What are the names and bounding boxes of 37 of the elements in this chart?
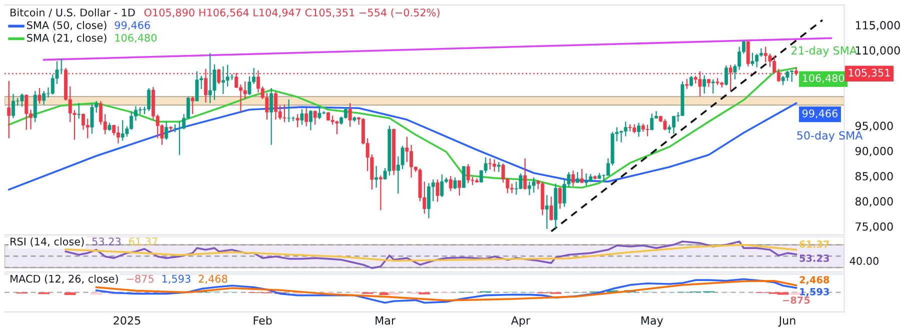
text: 61.37: [129, 238, 158, 246]
y-tick-label: 115,000: [856, 21, 900, 31]
text: 99,466: [114, 21, 150, 30]
data-label: 1,593: [800, 288, 829, 297]
x-tick-label: Apr: [511, 316, 530, 327]
data-label: 106,480: [802, 74, 844, 84]
text: 1,593: [162, 274, 190, 284]
ref-line-label: 105,351: [848, 68, 890, 78]
y-tick-label: 80,000: [855, 197, 893, 207]
x-tick-label: 2025: [114, 316, 140, 325]
data-label: 99,466: [802, 109, 838, 118]
data-label: 53.23: [800, 254, 829, 262]
x-tick-label: Jun: [778, 316, 796, 327]
legend-label: SMA (21, close): [27, 34, 106, 43]
y-tick-label: 85,000: [855, 172, 893, 182]
y-tick-label: 75,000: [856, 222, 893, 232]
x-tick-label: Feb: [254, 316, 272, 325]
chart-title: MACD (12, 26, close): [10, 274, 118, 284]
x-tick-label: May: [641, 316, 664, 327]
x-tick-label: Mar: [376, 316, 396, 325]
y-tick-label: 95,000: [855, 122, 893, 132]
legend-label: SMA (50, close): [27, 21, 106, 30]
text: 2,468: [198, 274, 228, 284]
text: −875: [126, 274, 154, 283]
chart-title: RSI (14, close): [10, 237, 84, 247]
text: 106,480: [115, 34, 157, 43]
chart-title: Bitcoin / U.S. Dollar - 1D: [10, 8, 135, 18]
chart-subtitle: O105,890 H106,564 L104,947 C105,351 −554 (−0.52%): [144, 8, 440, 18]
text: 53.23: [92, 238, 121, 246]
annotation: 50-day SMA: [797, 131, 863, 142]
annotation: 21-day SMA: [791, 46, 857, 57]
data-label: 2,468: [800, 276, 830, 285]
data-label: −875: [783, 296, 810, 304]
data-label: 61.37: [800, 240, 829, 248]
y-tick-label: 110,000: [856, 46, 900, 56]
y-tick-label: 90,000: [855, 146, 893, 156]
text: 40.00: [850, 257, 878, 265]
